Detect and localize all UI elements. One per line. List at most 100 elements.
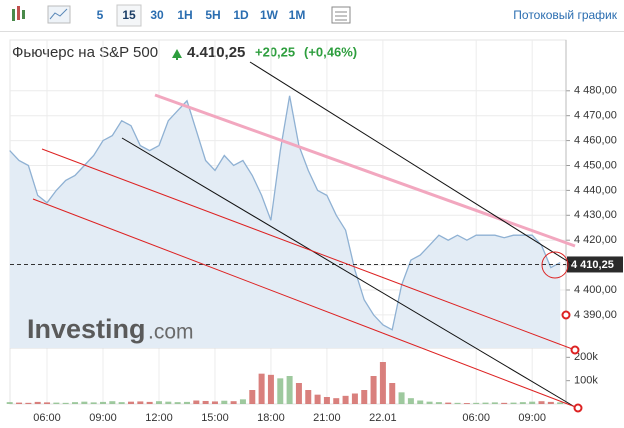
- volume-bar: [62, 402, 69, 404]
- x-tick-label: 09:00: [89, 412, 117, 424]
- x-tick-label: 22.01: [369, 412, 397, 424]
- volume-bar: [183, 401, 190, 404]
- volume-bar: [258, 373, 265, 404]
- volume-bar: [174, 402, 181, 404]
- y-tick-label: 4 450,00: [574, 159, 617, 171]
- volume-bar: [249, 390, 256, 404]
- last-price-label: 4 410,25: [571, 259, 614, 271]
- y-tick-label: 4 420,00: [574, 234, 617, 246]
- volume-bar: [417, 400, 424, 404]
- trend-line[interactable]: [121, 137, 581, 411]
- watermark-brand: Investing: [27, 314, 146, 344]
- volume-bar: [239, 399, 246, 404]
- streaming-link[interactable]: Потоковый график: [513, 8, 617, 22]
- plot: 4 390,004 400,004 410,004 420,004 430,00…: [6, 39, 623, 424]
- volume-bar: [127, 401, 134, 404]
- volume-bar: [342, 395, 349, 404]
- up-arrow-stem: [176, 56, 178, 60]
- volume-bar: [230, 401, 237, 404]
- x-tick-label: 15:00: [201, 412, 229, 424]
- highlight-circle[interactable]: [541, 251, 569, 279]
- volume-bar: [314, 394, 321, 404]
- volume-bar: [72, 402, 79, 404]
- interval-button[interactable]: 30: [150, 8, 164, 22]
- price-line: [9, 95, 561, 331]
- x-tick-label: 18:00: [257, 412, 285, 424]
- x-tick-label: 21:00: [313, 412, 341, 424]
- volume-bar: [146, 401, 153, 404]
- volume-bar: [16, 402, 23, 404]
- instrument-name: Фьючерс на S&P 500: [12, 44, 158, 61]
- x-tick-label: 12:00: [145, 412, 173, 424]
- volume-bar: [510, 402, 517, 404]
- interval-button[interactable]: 1W: [260, 8, 279, 22]
- volume-bar: [295, 383, 302, 404]
- change-percent: (+0,46%): [304, 44, 357, 59]
- volume-bar: [473, 402, 480, 404]
- volume-bar: [529, 401, 536, 404]
- volume-bar: [193, 400, 200, 404]
- volume-bar: [463, 403, 470, 404]
- volume-bar: [547, 401, 554, 404]
- volume-bar: [426, 401, 433, 404]
- volume-bar: [305, 390, 312, 404]
- volume-bar: [25, 402, 32, 404]
- interval-button[interactable]: 1H: [177, 8, 192, 22]
- volume-bar: [118, 402, 125, 404]
- handle[interactable]: [573, 403, 583, 413]
- volume-bar: [370, 376, 377, 404]
- candles-icon[interactable]: [12, 6, 25, 21]
- interval-button[interactable]: 5H: [205, 8, 220, 22]
- volume-bar: [491, 402, 498, 404]
- volume-bar: [435, 402, 442, 404]
- area-icon[interactable]: [47, 5, 71, 24]
- y-tick-label: 4 400,00: [574, 284, 617, 296]
- volume-bar: [333, 398, 340, 404]
- volume-bar: [81, 401, 88, 404]
- volume-bar: [389, 383, 396, 404]
- price: 4.410,25: [187, 44, 245, 61]
- volume-bar: [165, 401, 172, 404]
- volume-bar: [557, 402, 564, 404]
- volume-bar: [519, 402, 526, 404]
- x-tick-label: 06:00: [33, 412, 61, 424]
- volume-bar: [90, 402, 97, 404]
- x-tick-label: 09:00: [518, 412, 546, 424]
- interval-button[interactable]: 15: [122, 8, 136, 22]
- handle[interactable]: [561, 310, 571, 320]
- up-arrow: [172, 49, 182, 58]
- trend-line[interactable]: [41, 148, 576, 351]
- active-interval-box: [116, 4, 142, 27]
- drawings[interactable]: [32, 61, 583, 413]
- interval-button[interactable]: 1M: [289, 8, 306, 22]
- y2-tick-label: 200k: [574, 351, 598, 363]
- handle[interactable]: [570, 345, 580, 355]
- y-tick-label: 4 470,00: [574, 110, 617, 122]
- volume-bar: [454, 402, 461, 404]
- table-icon[interactable]: [331, 6, 351, 24]
- volume-bar: [221, 400, 228, 404]
- y-tick-label: 4 480,00: [574, 85, 617, 97]
- volume-bar: [277, 378, 284, 404]
- watermark-suffix: .com: [148, 321, 194, 344]
- interval-button[interactable]: 1D: [233, 8, 249, 22]
- volume-bar: [538, 401, 545, 404]
- volume-bar: [211, 401, 218, 404]
- volume-bar: [379, 362, 386, 404]
- volume-bar: [351, 393, 358, 404]
- trend-line[interactable]: [249, 61, 573, 265]
- volume-bar: [109, 401, 116, 404]
- volume-bar: [44, 402, 51, 404]
- y2-tick-label: 100k: [574, 375, 598, 387]
- price-area: [9, 95, 561, 348]
- volume-bar: [361, 390, 368, 404]
- interval-button[interactable]: 5: [97, 8, 104, 22]
- trend-line[interactable]: [154, 93, 576, 248]
- volume-bar: [137, 401, 144, 404]
- volume-bar: [407, 398, 414, 404]
- trend-line[interactable]: [32, 198, 579, 409]
- volume-bar: [34, 401, 41, 404]
- volume-bar: [202, 400, 209, 404]
- volume-bar: [323, 397, 330, 404]
- y-tick-label: 4 390,00: [574, 309, 617, 321]
